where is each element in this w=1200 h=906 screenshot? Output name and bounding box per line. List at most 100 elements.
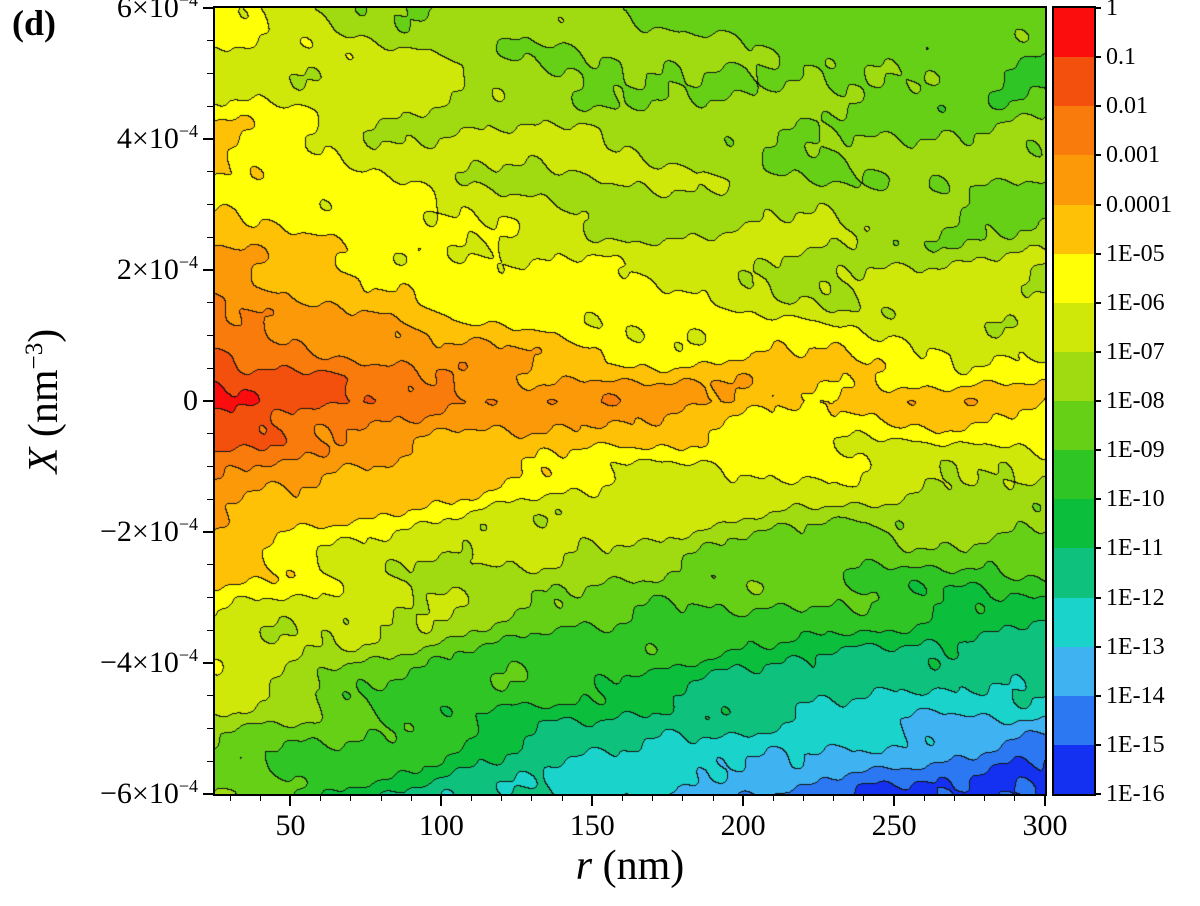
colorbar-tick-label: 0.0001 [1106, 191, 1172, 218]
colorbar-tick [1094, 547, 1101, 550]
colorbar-block [1054, 8, 1094, 58]
y-major-tick [203, 138, 213, 140]
x-minor-tick [350, 796, 352, 801]
y-minor-tick [207, 236, 213, 238]
x-minor-tick [923, 796, 925, 801]
y-axis-unit-post: ) [21, 328, 67, 343]
colorbar-tick-label: 1 [1106, 0, 1118, 21]
y-minor-tick [207, 629, 213, 631]
y-tick-label: −2×10−4 [100, 514, 198, 548]
colorbar-tick-label: 1E-06 [1106, 289, 1165, 316]
colorbar-block [1054, 450, 1094, 500]
x-minor-tick [984, 796, 986, 801]
x-major-tick [440, 796, 443, 806]
x-minor-tick [410, 796, 412, 801]
y-minor-tick [207, 40, 213, 42]
colorbar-tick-label: 1E-11 [1106, 535, 1164, 562]
x-tick-label: 300 [1022, 809, 1068, 842]
colorbar-tick [1094, 7, 1101, 9]
colorbar-tick [1094, 301, 1101, 304]
y-minor-tick [207, 728, 213, 729]
colorbar-tick [1094, 743, 1101, 746]
x-major-tick [591, 796, 594, 806]
colorbar-tick [1094, 645, 1101, 648]
colorbar-tick [1094, 793, 1101, 795]
colorbar-tick [1094, 596, 1101, 599]
colorbar-tick-label: 1E-16 [1106, 781, 1165, 807]
x-major-tick [289, 796, 292, 806]
colorbar-block [1054, 548, 1094, 598]
x-tick-label: 100 [418, 809, 464, 842]
colorbar-tick [1094, 154, 1101, 157]
x-minor-tick [953, 796, 955, 801]
colorbar-tick-label: 0.01 [1106, 93, 1148, 120]
colorbar-block [1054, 499, 1094, 549]
colorbar-block [1054, 401, 1094, 451]
colorbar-block [1054, 351, 1094, 401]
colorbar-tick [1094, 252, 1101, 255]
x-minor-tick [320, 796, 322, 801]
x-minor-tick [1014, 796, 1016, 801]
y-minor-tick [207, 498, 213, 500]
y-axis-unit-sup: −3 [21, 342, 48, 370]
y-tick-label: −6×10−4 [100, 776, 198, 810]
colorbar-block [1054, 57, 1094, 107]
colorbar-tick [1094, 105, 1101, 108]
colorbar-tick-label: 1E-10 [1106, 486, 1165, 513]
colorbar-tick-label: 1E-07 [1106, 338, 1165, 365]
y-minor-tick [207, 105, 213, 107]
colorbar-block [1054, 744, 1094, 794]
x-minor-tick [652, 796, 654, 801]
x-minor-tick [259, 796, 261, 801]
x-minor-tick [863, 796, 865, 801]
x-minor-tick [772, 796, 774, 801]
y-minor-tick [207, 597, 213, 598]
colorbar-block [1054, 106, 1094, 156]
x-minor-tick [833, 796, 835, 801]
x-axis-title: r (nm) [213, 842, 1047, 890]
contour-canvas [215, 8, 1045, 794]
y-minor-tick [207, 302, 213, 304]
colorbar-tick-label: 1E-13 [1106, 633, 1165, 660]
x-tick-label: 150 [569, 809, 615, 842]
colorbar-tick [1094, 400, 1101, 402]
x-minor-tick [803, 796, 805, 801]
contour-plot-frame [213, 6, 1047, 796]
y-major-tick [203, 531, 213, 533]
x-minor-tick [471, 796, 473, 801]
y-minor-tick [207, 73, 213, 74]
y-tick-label: 4×10−4 [116, 121, 198, 155]
y-tick-label: 2×10−4 [116, 252, 198, 286]
colorbar-block [1054, 695, 1094, 745]
x-minor-tick [712, 796, 714, 801]
colorbar-tick [1094, 350, 1101, 353]
colorbar-block [1054, 253, 1094, 303]
y-minor-tick [207, 695, 213, 697]
x-major-tick [1044, 796, 1046, 806]
colorbar-tick-label: 1E-08 [1106, 388, 1165, 414]
colorbar-tick [1094, 203, 1101, 206]
y-minor-tick [207, 335, 213, 336]
x-axis-unit: (nm) [592, 843, 685, 889]
y-major-tick [203, 793, 213, 795]
x-tick-label: 200 [720, 809, 766, 842]
colorbar-tick-label: 1E-05 [1106, 240, 1165, 267]
y-minor-tick [207, 367, 213, 369]
colorbar-tick [1094, 498, 1101, 501]
colorbar-block [1054, 597, 1094, 647]
y-tick-label: 6×10−4 [116, 0, 198, 24]
x-minor-tick [682, 796, 684, 801]
y-minor-tick [207, 433, 213, 435]
y-minor-tick [207, 564, 213, 566]
colorbar-tick-label: 0.001 [1106, 142, 1160, 169]
x-minor-tick [561, 796, 563, 801]
x-minor-tick [531, 796, 533, 801]
y-major-tick [203, 269, 213, 271]
colorbar-tick-label: 1E-15 [1106, 731, 1165, 758]
x-tick-label: 250 [871, 809, 917, 842]
x-minor-tick [380, 796, 382, 801]
colorbar-block [1054, 155, 1094, 205]
colorbar-block [1054, 204, 1094, 254]
y-minor-tick [207, 760, 213, 762]
